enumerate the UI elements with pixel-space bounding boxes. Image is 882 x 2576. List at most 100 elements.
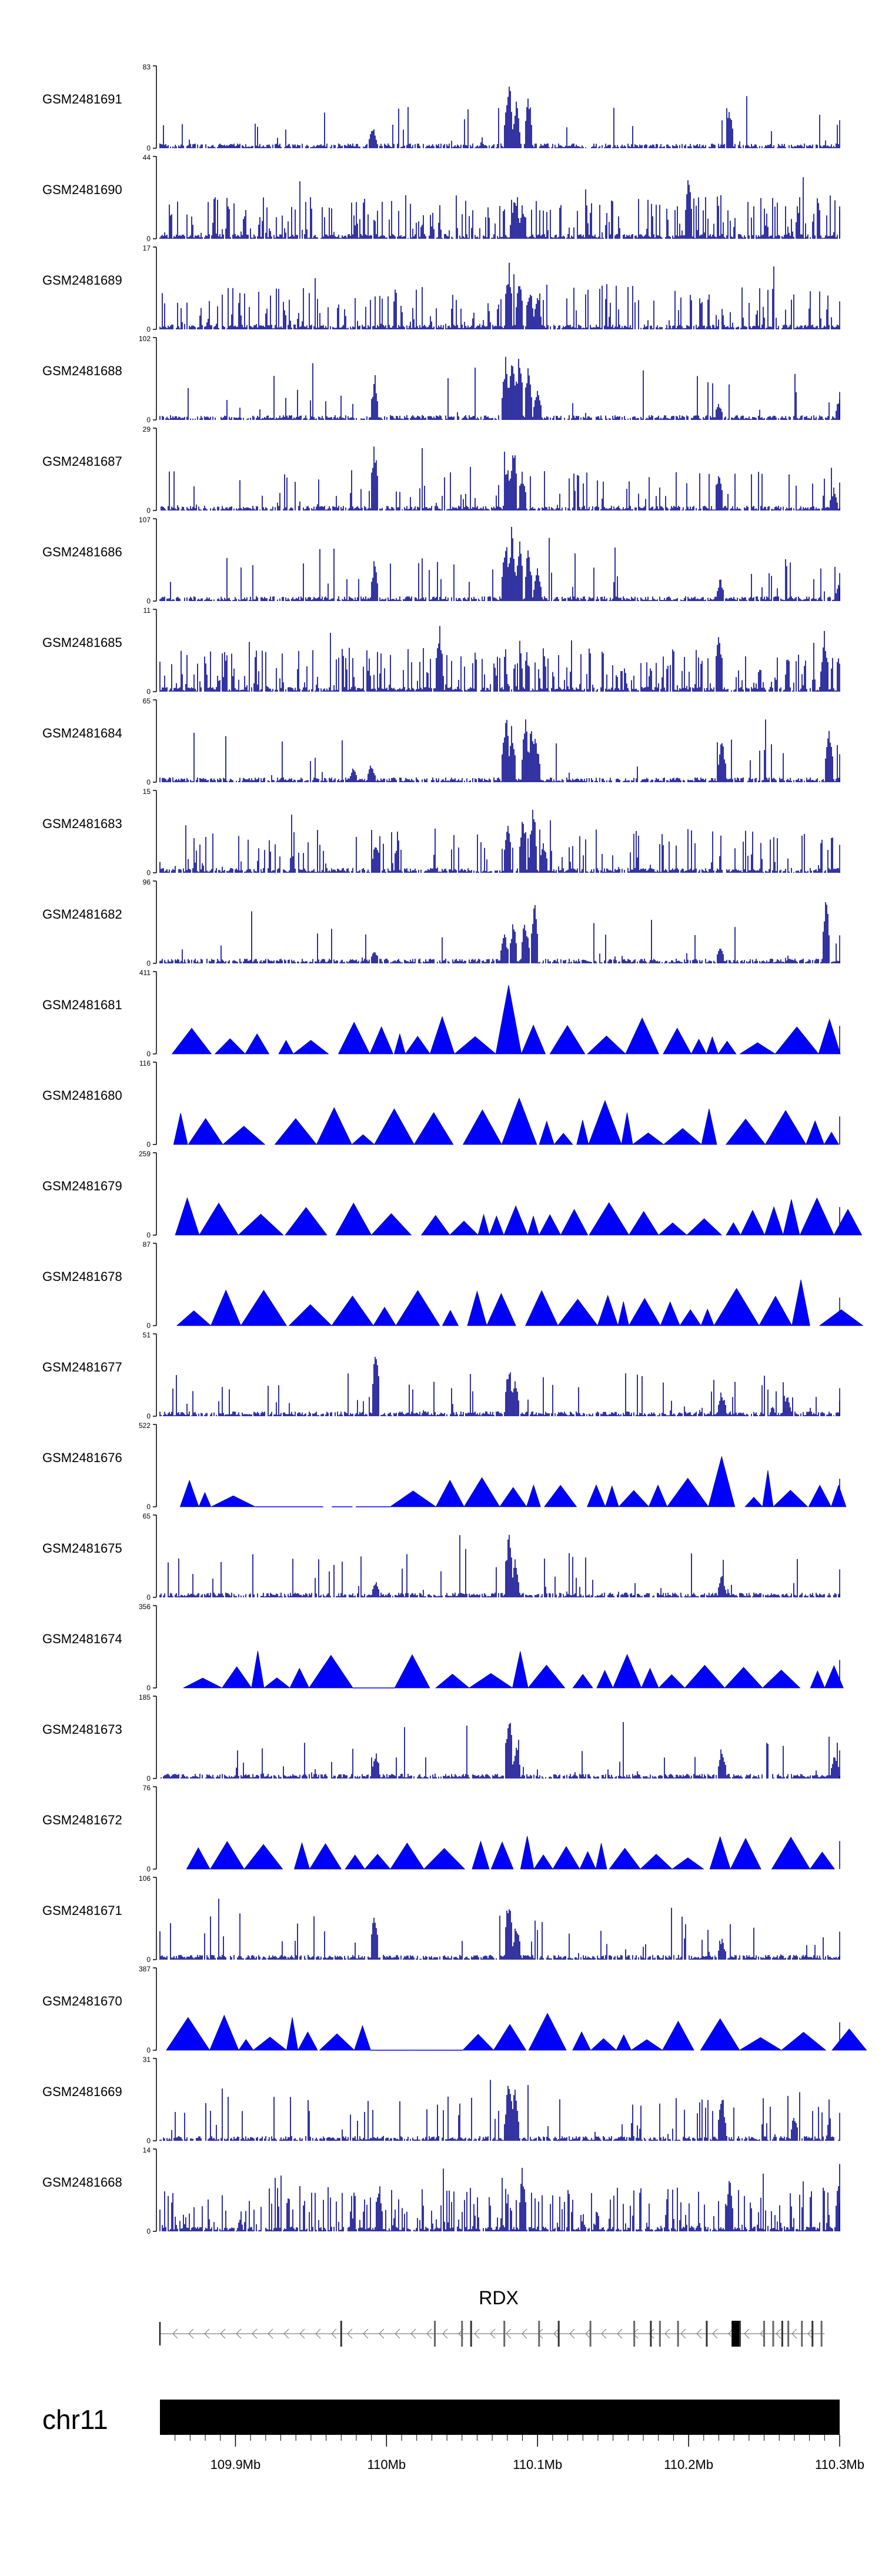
track-label: GSM2481688 — [42, 363, 122, 378]
coverage-peak — [609, 1847, 641, 1870]
coverage-peak — [435, 1673, 470, 1689]
exon — [633, 2321, 636, 2347]
y-min-label: 0 — [146, 778, 151, 786]
coverage-peak — [263, 1677, 291, 1689]
coverage-peak — [176, 1310, 212, 1326]
y-min-label: 0 — [146, 416, 151, 424]
coverage-peak — [809, 1851, 836, 1870]
axis-tick-label: 109.9Mb — [211, 2457, 261, 2472]
strand-arrow — [188, 2328, 194, 2339]
coverage-peak — [221, 1666, 252, 1689]
strand-arrow — [283, 2328, 289, 2339]
coverage-peak — [589, 1202, 630, 1236]
exon — [820, 2321, 823, 2347]
coverage-bars — [159, 809, 840, 873]
coverage-peak — [587, 1035, 626, 1055]
coverage-peak — [493, 2024, 527, 2051]
strand-arrow — [379, 2328, 385, 2339]
y-max-label: 31 — [143, 2056, 151, 2064]
coverage-peak — [616, 2034, 632, 2051]
coverage-peak — [393, 1033, 406, 1055]
exon — [731, 2321, 737, 2347]
track-gsm2481682: GSM2481682 96 0 — [42, 878, 840, 967]
coverage-peak — [198, 1491, 212, 1507]
coverage-peak — [700, 2018, 740, 2051]
coverage-peak — [373, 1306, 396, 1326]
y-max-label: 65 — [143, 697, 151, 705]
coverage-bars — [159, 719, 840, 782]
track-gsm2481668: GSM2481668 14 0 — [42, 2146, 840, 2235]
coverage-peak — [435, 1479, 465, 1507]
track-gsm2481684: GSM2481684 65 0 — [42, 697, 840, 786]
coverage-peak — [539, 1120, 554, 1145]
y-min-label: 0 — [146, 1774, 151, 1783]
coverage-peak — [526, 1484, 541, 1507]
coverage-peak — [806, 1120, 825, 1145]
axis-tick-label: 110.1Mb — [513, 2457, 562, 2472]
coverage-bars — [159, 356, 840, 420]
y-min-label: 0 — [146, 869, 151, 877]
coverage-peak — [209, 2014, 239, 2051]
coverage-bars — [159, 1898, 840, 1960]
track-label: GSM2481684 — [42, 726, 122, 740]
coverage-peak — [597, 1294, 619, 1326]
coverage-peak — [831, 2028, 867, 2051]
y-min-label: 0 — [146, 506, 151, 515]
y-max-label: 356 — [139, 1603, 151, 1611]
strand-arrow — [426, 2328, 432, 2339]
coverage-peak — [214, 1038, 246, 1055]
coverage-bars — [159, 177, 840, 239]
track-label: GSM2481672 — [42, 1813, 122, 1827]
coverage-peak — [209, 1841, 245, 1870]
strand-arrow — [807, 2328, 813, 2339]
strand-arrow — [395, 2328, 400, 2339]
exon — [557, 2321, 560, 2347]
track-gsm2481673: GSM2481673 185 0 — [42, 1693, 840, 1783]
coverage-peak — [171, 1027, 212, 1055]
coverage-peak — [245, 1033, 270, 1055]
exon — [503, 2321, 506, 2347]
y-min-label: 0 — [146, 1231, 151, 1239]
y-max-label: 11 — [143, 606, 151, 615]
y-max-label: 185 — [139, 1693, 151, 1701]
y-min-label: 0 — [146, 959, 151, 967]
coverage-peak — [671, 1857, 704, 1870]
track-gsm2481686: GSM2481686 107 0 — [42, 516, 840, 605]
coverage-peak — [625, 1017, 660, 1055]
coverage-peak — [405, 1036, 431, 1055]
y-max-label: 44 — [143, 154, 151, 162]
coverage-peak — [288, 1304, 333, 1326]
coverage-peak — [210, 1289, 242, 1326]
coverage-peak — [783, 1199, 800, 1236]
coverage-peak — [175, 1197, 200, 1236]
coverage-peak — [762, 1470, 774, 1507]
strand-arrow — [696, 2328, 702, 2339]
strand-arrow — [680, 2328, 686, 2339]
coverage-peak — [588, 1100, 622, 1145]
coverage-peak — [463, 1477, 500, 1507]
coverage-peak — [641, 1667, 659, 1689]
track-label: GSM2481687 — [42, 454, 122, 469]
track-label: GSM2481673 — [42, 1722, 122, 1737]
coverage-peak — [572, 2031, 592, 2051]
coverage-peak — [449, 1220, 479, 1236]
track-gsm2481683: GSM2481683 15 0 — [42, 788, 840, 877]
coverage-bars — [159, 86, 839, 148]
coverage-peak — [604, 1485, 619, 1507]
coverage-peak — [520, 1836, 534, 1870]
coverage-peak — [453, 1036, 497, 1055]
coverage-bars — [159, 2164, 840, 2231]
coverage-peak — [238, 2038, 254, 2051]
y-min-label: 0 — [146, 1412, 151, 1420]
strand-arrow — [601, 2328, 607, 2339]
coverage-peak — [791, 1279, 810, 1326]
y-min-label: 0 — [146, 144, 151, 152]
y-min-label: 0 — [146, 2137, 151, 2145]
coverage-peak — [278, 1040, 294, 1055]
track-label: GSM2481676 — [42, 1450, 122, 1465]
coverage-peak — [240, 1290, 288, 1326]
coverage-peak — [572, 1674, 593, 1689]
coverage-peak — [739, 1042, 776, 1055]
coverage-peak — [252, 2037, 288, 2051]
